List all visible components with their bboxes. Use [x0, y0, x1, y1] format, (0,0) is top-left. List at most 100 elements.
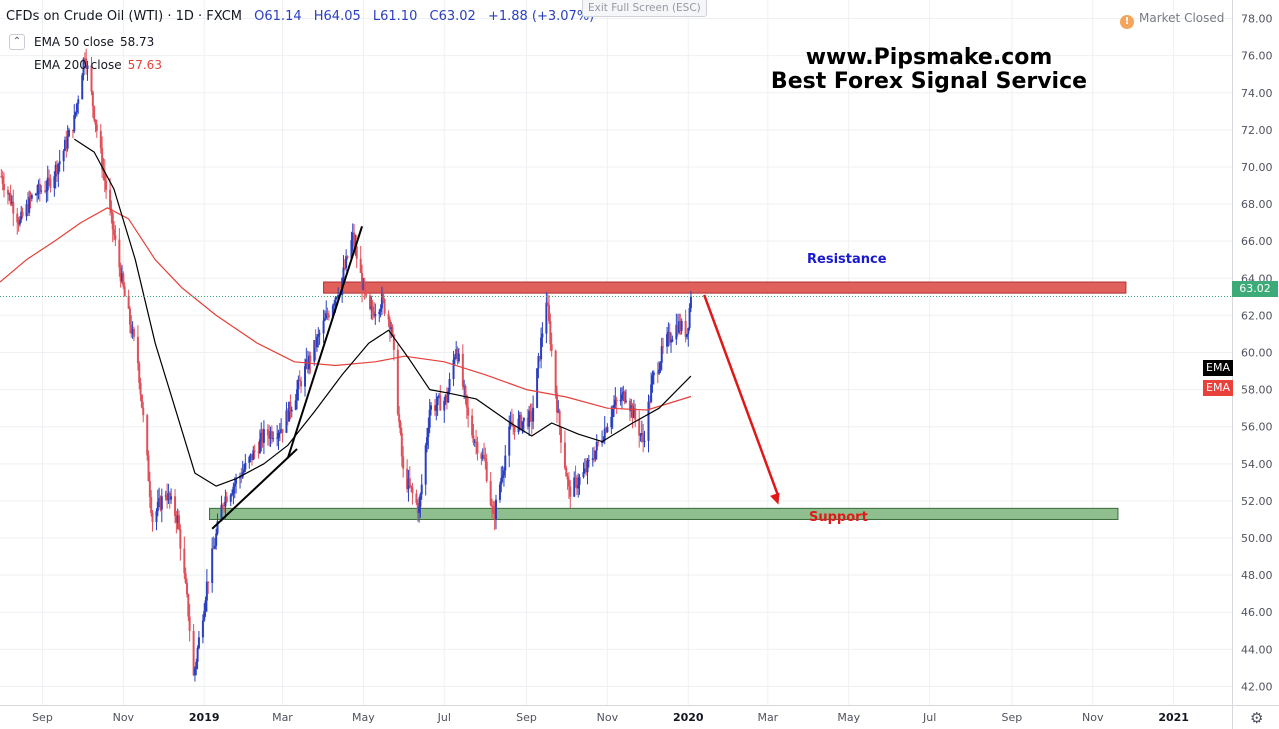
candle-body [685, 333, 688, 337]
candle-body [286, 410, 289, 422]
candle-body [156, 501, 159, 512]
candle-body [38, 183, 41, 191]
candle-body [197, 637, 200, 649]
candle-body [445, 395, 448, 403]
candle-body [594, 450, 597, 460]
candle-body [75, 103, 78, 113]
candle-body [342, 267, 345, 279]
candle-body [46, 177, 49, 191]
candle-body [140, 394, 143, 408]
y-tick-label: 76.00 [1241, 50, 1273, 63]
candle-body [640, 433, 643, 435]
candle-body [658, 369, 661, 374]
candle-body [314, 340, 317, 348]
exit-fullscreen-button[interactable]: Exit Full Screen (ESC) [582, 0, 707, 17]
candle-body [415, 493, 418, 503]
candle-body [8, 193, 11, 195]
candle-body [659, 362, 662, 370]
candle-body [512, 425, 515, 427]
candle-body [501, 475, 504, 478]
candle-body [439, 395, 442, 411]
candle-body [430, 405, 433, 410]
support-zone [209, 507, 1119, 520]
support-label: Support [809, 510, 868, 525]
candle-body [520, 414, 523, 430]
candle-body [101, 148, 104, 170]
gear-icon[interactable]: ⚙ [1250, 709, 1264, 727]
candle-body [475, 441, 478, 443]
candle-body [114, 235, 117, 240]
candle-body [16, 213, 19, 223]
candle-body [91, 91, 94, 107]
candle-body [411, 487, 414, 494]
candle-body [443, 400, 446, 411]
y-tick-label: 42.00 [1241, 680, 1273, 693]
ema200-legend[interactable]: EMA 200 close 57.63 [34, 58, 162, 72]
candle-body [484, 458, 487, 462]
ema50-tag: EMA [1203, 360, 1233, 376]
candle-body [387, 313, 390, 320]
y-tick-label: 48.00 [1241, 569, 1273, 582]
candle-body [54, 164, 57, 177]
candle-body [262, 429, 265, 443]
candle-body [408, 478, 411, 486]
candle-body [258, 439, 261, 454]
candle-body [420, 484, 423, 495]
candle-body [183, 548, 186, 574]
y-tick-label: 50.00 [1241, 532, 1273, 545]
candle-body [313, 340, 316, 362]
candle-body [12, 201, 15, 214]
candle-body [105, 180, 108, 190]
candle-body [359, 258, 362, 273]
candle-body [671, 339, 674, 342]
candle-body [613, 405, 616, 408]
candle-body [447, 391, 450, 403]
candle-body [167, 492, 170, 501]
candle-body [624, 400, 627, 402]
candle-body [159, 498, 162, 510]
candle-body [611, 407, 614, 417]
candle-body [82, 58, 85, 76]
candle-body [557, 410, 560, 413]
candle-body [361, 272, 364, 290]
candle-body [605, 428, 608, 433]
candle-body [689, 296, 692, 309]
candle-body [650, 384, 653, 403]
candle-body [472, 435, 475, 443]
candle-body [343, 267, 346, 269]
candle-body [327, 315, 330, 318]
candle-body [221, 504, 224, 506]
candle-body [485, 461, 488, 481]
candle-body [28, 196, 31, 213]
x-tick-label: 2021 [1158, 711, 1189, 724]
ema50-label: EMA 50 close [34, 35, 114, 49]
candle-body [168, 492, 171, 500]
candle-body [532, 407, 535, 422]
candle-body [563, 442, 566, 469]
y-tick-label: 54.00 [1241, 458, 1273, 471]
candle-body [444, 395, 447, 401]
candle-body [252, 450, 255, 460]
candle-body [151, 513, 154, 523]
candle-body [606, 427, 609, 433]
candle-body [623, 391, 626, 402]
ema200-label: EMA 200 close [34, 58, 122, 72]
x-tick-label: May [837, 711, 860, 724]
candle-body [224, 496, 227, 507]
candle-body [146, 415, 149, 456]
candle-body [294, 400, 297, 410]
candle-body [90, 65, 93, 92]
x-tick-label: Nov [113, 711, 135, 724]
candle-body [656, 372, 659, 374]
candle-body [480, 453, 483, 459]
candle-body [463, 385, 466, 387]
ema50-legend[interactable]: EMA 50 close 58.73 [34, 35, 154, 49]
chevron-icon[interactable]: ⌃ [9, 34, 25, 50]
candle-body [205, 581, 208, 601]
candle-body [529, 410, 532, 412]
candle-body [461, 353, 464, 387]
candle-body [476, 441, 479, 454]
y-tick-label: 66.00 [1241, 235, 1273, 248]
candle-body [419, 494, 422, 507]
